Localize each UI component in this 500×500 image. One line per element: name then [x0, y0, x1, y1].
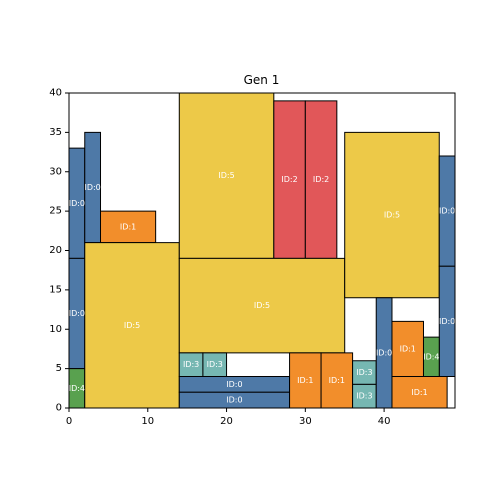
rect-label-14: ID:3	[207, 360, 223, 369]
chart-title: Gen 1	[244, 73, 280, 87]
y-tick-label-8: 40	[49, 88, 62, 99]
rect-label-21: ID:0	[376, 348, 392, 357]
rect-label-19: ID:3	[356, 368, 372, 377]
y-tick-label-1: 5	[56, 363, 62, 374]
rects-layer	[69, 93, 455, 408]
rect-label-20: ID:3	[356, 392, 372, 401]
y-tick-label-0: 0	[56, 403, 62, 414]
x-tick-label-1: 10	[141, 416, 154, 427]
rect-label-1: ID:0	[84, 183, 100, 192]
rect-label-8: ID:2	[313, 175, 329, 184]
rect-label-0: ID:0	[69, 199, 85, 208]
x-axis: 0 10 20 30 40	[66, 408, 391, 427]
rect-label-18: ID:1	[329, 376, 345, 385]
rect-label-5: ID:5	[124, 321, 140, 330]
y-tick-label-3: 15	[49, 284, 62, 295]
rect-label-11: ID:0	[439, 207, 455, 216]
rect-label-13: ID:3	[183, 360, 199, 369]
y-tick-label-2: 10	[49, 324, 62, 335]
x-tick-label-3: 30	[299, 416, 312, 427]
y-tick-label-7: 35	[49, 127, 62, 138]
rect-label-4: ID:1	[120, 222, 136, 231]
rect-label-10: ID:5	[384, 211, 400, 220]
rect-label-16: ID:0	[226, 396, 242, 405]
rect-label-7: ID:2	[281, 175, 297, 184]
rect-label-9: ID:5	[254, 301, 270, 310]
x-tick-label-0: 0	[66, 416, 72, 427]
y-axis: 0 5 10 15 20 25 30 35 40	[49, 88, 69, 414]
rect-label-22: ID:1	[400, 344, 416, 353]
y-tick-label-6: 30	[49, 166, 62, 177]
y-tick-label-5: 25	[49, 206, 62, 217]
rect-label-24: ID:1	[411, 388, 427, 397]
rect-label-12: ID:0	[439, 317, 455, 326]
x-tick-label-2: 20	[220, 416, 233, 427]
rect-label-15: ID:0	[226, 380, 242, 389]
y-tick-label-4: 20	[49, 245, 62, 256]
rect-label-6: ID:5	[218, 171, 234, 180]
rect-label-23: ID:4	[423, 352, 439, 361]
rect-label-17: ID:1	[297, 376, 313, 385]
rect-label-2: ID:0	[69, 309, 85, 318]
x-tick-label-4: 40	[378, 416, 391, 427]
rect-label-3: ID:4	[69, 384, 85, 393]
